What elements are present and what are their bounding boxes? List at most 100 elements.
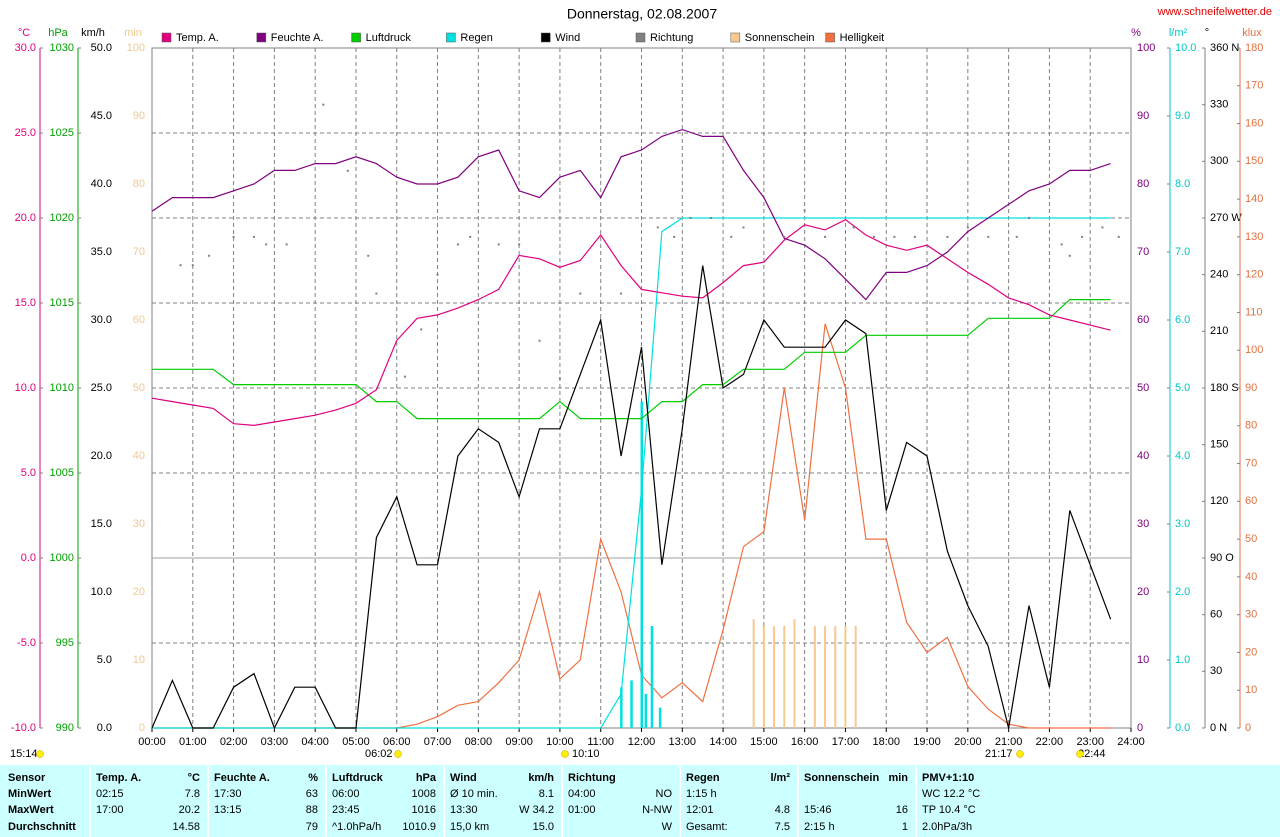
cell-value: 4.8 xyxy=(775,804,790,816)
bar xyxy=(824,626,827,728)
dot xyxy=(403,375,406,378)
dot xyxy=(824,235,827,238)
legend-label: Helligkeit xyxy=(840,32,885,44)
dot xyxy=(913,235,916,238)
legend-swatch xyxy=(825,32,835,43)
y-tick-label: 40 xyxy=(133,450,145,462)
bar xyxy=(813,626,816,728)
cell-time: 13:15 xyxy=(214,804,242,816)
legend-swatch xyxy=(446,32,456,43)
column-unit: hPa xyxy=(416,772,437,784)
column-unit: °C xyxy=(188,772,200,784)
column-unit: % xyxy=(308,772,318,784)
event-icon xyxy=(394,750,402,758)
column-title: Luftdruck xyxy=(332,772,384,784)
cell-time: 15,0 km xyxy=(450,821,489,833)
chart-title: Donnerstag, 02.08.2007 xyxy=(567,6,717,22)
event-time: 22:44 xyxy=(1078,748,1106,760)
dot xyxy=(579,292,582,295)
row-label: MinWert xyxy=(8,788,52,800)
dot xyxy=(742,226,745,229)
y-tick-label: 0 xyxy=(1137,722,1143,734)
y-tick-label: 20 xyxy=(1245,646,1257,658)
x-tick-label: 17:00 xyxy=(832,736,860,748)
y-tick-label: 5.0 xyxy=(97,654,112,666)
y-tick-label: 5.0 xyxy=(1175,382,1190,394)
y-tick-label: 1.0 xyxy=(1175,654,1190,666)
dot xyxy=(518,243,521,246)
bar xyxy=(844,626,847,728)
y-tick-label: 60 xyxy=(1245,495,1257,507)
dot xyxy=(783,235,786,238)
y-tick-label: 9.0 xyxy=(1175,110,1190,122)
dot xyxy=(1068,254,1071,257)
axis-unit: °C xyxy=(18,27,30,39)
cell-time: Ø 10 min. xyxy=(450,788,498,800)
dot xyxy=(673,235,676,238)
y-tick-label: 1020 xyxy=(50,212,74,224)
dot xyxy=(656,226,659,229)
y-tick-label: 130 xyxy=(1245,231,1263,243)
y-tick-label: 90 xyxy=(133,110,145,122)
y-tick-label: 1030 xyxy=(50,42,74,54)
axis-unit: l/m² xyxy=(1169,27,1188,39)
bar xyxy=(762,626,765,728)
dot xyxy=(322,103,325,106)
axis-unit: km/h xyxy=(81,27,105,39)
cell-time: 17:30 xyxy=(214,788,242,800)
dot xyxy=(1101,226,1104,229)
bar xyxy=(752,619,755,728)
cell-value: 20.2 xyxy=(179,804,200,816)
x-tick-label: 07:00 xyxy=(424,736,452,748)
x-tick-label: 24:00 xyxy=(1117,736,1145,748)
dot xyxy=(179,264,182,267)
y-tick-label: 10 xyxy=(1137,654,1149,666)
dot xyxy=(852,226,855,229)
series-line xyxy=(151,218,1111,427)
x-tick-label: 05:00 xyxy=(342,736,370,748)
event-icon xyxy=(561,750,569,758)
legend-label: Regen xyxy=(460,32,492,44)
y-tick-label: 15.0 xyxy=(91,518,112,530)
cell-time: WC 12.2 °C xyxy=(922,788,980,800)
cell-value: 8.1 xyxy=(539,788,554,800)
x-tick-label: 20:00 xyxy=(954,736,982,748)
dot xyxy=(893,235,896,238)
cell-time: Gesamt: xyxy=(686,821,728,833)
cell-time: 06:00 xyxy=(332,788,360,800)
y-tick-label: 70 xyxy=(133,246,145,258)
dot xyxy=(265,243,268,246)
legend-label: Temp. A. xyxy=(176,32,219,44)
y-tick-label: 3.0 xyxy=(1175,518,1190,530)
cell-value: 16 xyxy=(896,804,908,816)
column-title: PMV+1:10 xyxy=(922,772,974,784)
dot xyxy=(709,217,712,219)
y-tick-label: 60 xyxy=(133,314,145,326)
dot xyxy=(346,169,349,172)
y-tick-label: 4.0 xyxy=(1175,450,1190,462)
y-tick-label: 50 xyxy=(1137,382,1149,394)
dot xyxy=(1015,235,1018,238)
table-background xyxy=(0,765,1280,837)
legend-swatch xyxy=(540,32,551,43)
series-line xyxy=(152,217,1111,729)
cell-value: 1010.9 xyxy=(402,821,436,833)
y-tick-label: 1005 xyxy=(50,467,74,479)
x-tick-label: 13:00 xyxy=(669,736,697,748)
dot xyxy=(987,235,990,238)
bar xyxy=(630,680,633,728)
cell-value: W 34.2 xyxy=(519,804,554,816)
y-tick-label: -10.0 xyxy=(11,722,36,734)
y-tick-label: 50.0 xyxy=(91,42,112,54)
y-tick-label: 20.0 xyxy=(15,212,36,224)
y-tick-label: 60 xyxy=(1210,609,1222,621)
y-tick-label: 70 xyxy=(1245,457,1257,469)
x-tick-label: 01:00 xyxy=(179,736,207,748)
dot xyxy=(456,243,459,246)
x-tick-label: 03:00 xyxy=(261,736,289,748)
y-tick-label: 10 xyxy=(1245,684,1257,696)
legend-swatch xyxy=(635,32,646,43)
y-tick-label: 15.0 xyxy=(15,297,36,309)
cell-time: 04:00 xyxy=(568,788,596,800)
